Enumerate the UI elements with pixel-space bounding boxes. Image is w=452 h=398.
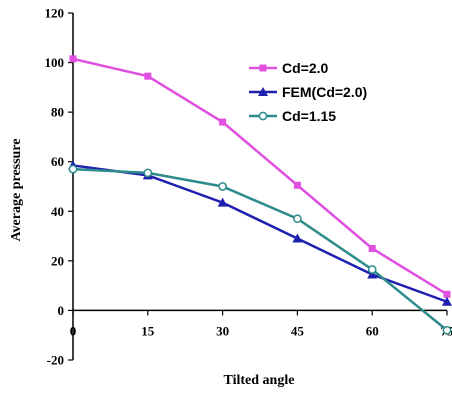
legend-marker xyxy=(259,112,266,119)
x-tick-label: 60 xyxy=(366,323,379,338)
y-tick-label: 20 xyxy=(51,253,64,268)
x-tick-label: 15 xyxy=(141,323,155,338)
data-point xyxy=(369,245,376,252)
y-tick-label: -20 xyxy=(47,353,64,368)
x-tick-label: 0 xyxy=(70,323,77,338)
axes: -2002040608010012001530456075 xyxy=(45,6,452,368)
legend-label: FEM(Cd=2.0) xyxy=(282,84,367,100)
y-tick-label: 0 xyxy=(58,303,65,318)
series-3 xyxy=(69,166,450,334)
data-point xyxy=(219,119,226,126)
series-2 xyxy=(68,160,452,305)
series-line xyxy=(73,169,447,330)
legend-label: Cd=1.15 xyxy=(282,108,336,124)
legend-item: FEM(Cd=2.0) xyxy=(249,84,367,100)
data-point xyxy=(294,215,301,222)
series-layer xyxy=(68,55,452,334)
y-tick-label: 100 xyxy=(45,55,65,70)
data-point xyxy=(70,55,77,62)
legend-item: Cd=1.15 xyxy=(249,108,336,124)
y-axis-title: Average pressure xyxy=(9,138,24,241)
x-axis-title: Tilted angle xyxy=(224,373,295,388)
legend: Cd=2.0 FEM(Cd=2.0) Cd=1.15 xyxy=(249,60,367,124)
y-tick-label: 40 xyxy=(51,204,64,219)
y-tick-label: 120 xyxy=(45,6,65,21)
x-tick-label: 45 xyxy=(291,323,305,338)
data-point xyxy=(369,266,376,273)
data-point xyxy=(294,182,301,189)
data-point xyxy=(69,166,76,173)
data-point xyxy=(144,73,151,80)
x-tick-label: 30 xyxy=(216,323,229,338)
legend-marker xyxy=(260,65,267,72)
y-tick-label: 80 xyxy=(51,105,64,120)
series-line xyxy=(73,165,447,301)
legend-label: Cd=2.0 xyxy=(282,60,329,76)
legend-item: Cd=2.0 xyxy=(249,60,329,76)
data-point xyxy=(443,327,450,334)
data-point xyxy=(219,183,226,190)
y-tick-label: 60 xyxy=(51,154,64,169)
data-point xyxy=(144,169,151,176)
